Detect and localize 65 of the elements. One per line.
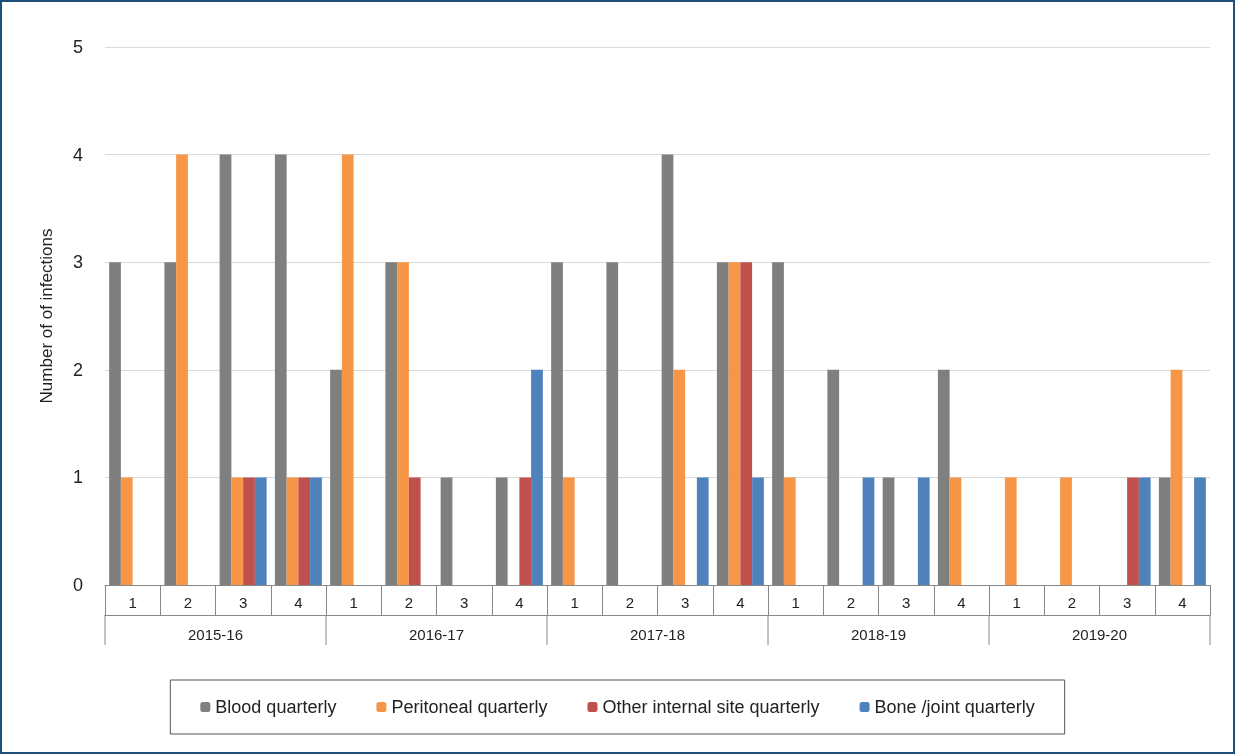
x-tick-label: 3 <box>459 594 469 611</box>
bar <box>176 154 188 585</box>
x-tick-label: 1 <box>570 594 579 611</box>
bar <box>740 262 753 585</box>
bar <box>1194 477 1206 585</box>
text: 2015-16 <box>187 626 244 643</box>
x-tick-label: 1 <box>128 594 137 611</box>
x-tick-label: 4 <box>957 594 966 611</box>
legend-label: Other internal site quarterly <box>602 697 820 717</box>
text: 2018-19 <box>850 626 907 643</box>
bar <box>728 262 741 585</box>
x-tick-label: 3 <box>1122 594 1132 611</box>
legend-label: Bone /joint quarterly <box>874 697 1035 717</box>
x-tick-label: 4 <box>1178 594 1187 611</box>
bar <box>310 477 322 585</box>
bar <box>341 154 354 585</box>
legend-label: Peritoneal quarterly <box>391 697 548 717</box>
bar <box>696 477 709 585</box>
bar <box>397 262 409 585</box>
bar <box>1170 369 1183 585</box>
x-tick-label: 2 <box>404 594 414 611</box>
x-tick-label: 3 <box>901 594 911 611</box>
x-tick-label: 1 <box>1012 594 1021 611</box>
legend-label: Blood quarterly <box>215 697 337 717</box>
bar <box>562 477 575 585</box>
y-tick-label: 3 <box>72 252 83 273</box>
bar <box>673 369 686 585</box>
x-tick-label: 1 <box>791 594 800 611</box>
bar <box>408 477 421 585</box>
bar <box>298 477 311 585</box>
bar <box>917 477 930 585</box>
x-tick-label: 1 <box>349 594 358 611</box>
bar <box>254 477 267 585</box>
x-tick-label: 4 <box>515 594 524 611</box>
bar <box>949 477 962 585</box>
text: 2019-20 <box>1071 626 1128 643</box>
x-tick-label: 4 <box>294 594 303 611</box>
bar <box>1060 477 1072 585</box>
bar <box>243 477 255 585</box>
x-tick-label: 2 <box>846 594 856 611</box>
bar <box>1004 477 1017 585</box>
bar <box>286 477 299 585</box>
bar <box>1138 477 1151 585</box>
y-tick-label: 1 <box>72 467 83 488</box>
x-tick-label: 2 <box>625 594 635 611</box>
bar <box>752 477 764 585</box>
x-tick-label: 2 <box>1067 594 1077 611</box>
y-tick-label: 4 <box>72 144 83 165</box>
bar <box>862 477 875 585</box>
text: 2016-17 <box>408 626 465 643</box>
bar <box>120 477 133 585</box>
y-tick-label: 5 <box>72 37 83 57</box>
bar <box>231 477 244 585</box>
x-tick-label: 3 <box>238 594 248 611</box>
bar <box>519 477 532 585</box>
y-axis-title: Number of of infections <box>37 228 56 404</box>
x-tick-label: 4 <box>736 594 745 611</box>
bar <box>783 477 796 585</box>
bar <box>1127 477 1139 585</box>
x-tick-label: 3 <box>680 594 690 611</box>
x-tick-label: 2 <box>183 594 193 611</box>
y-tick-label: 0 <box>72 575 83 595</box>
y-tick-label: 2 <box>72 359 83 380</box>
bar <box>531 369 543 585</box>
text: 2017-18 <box>629 626 686 643</box>
